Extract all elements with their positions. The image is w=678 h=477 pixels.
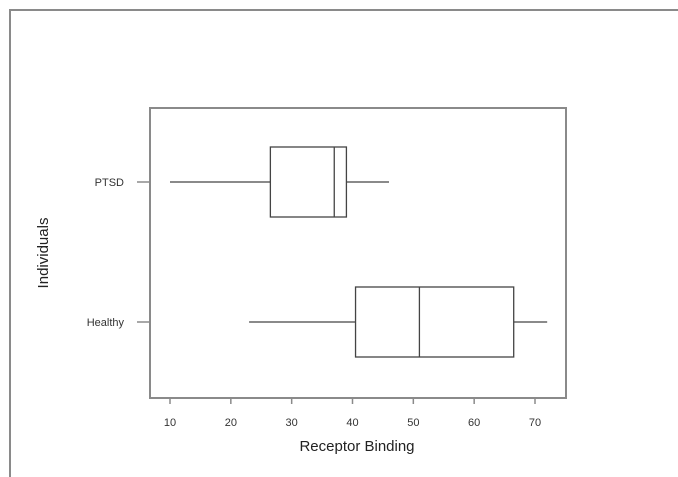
x-tick-label: 30: [286, 417, 298, 429]
x-tick-label: 10: [164, 417, 176, 429]
x-axis-title: Receptor Binding: [299, 438, 414, 455]
frame-top-border: [9, 9, 678, 11]
plot-panel-border: [149, 107, 567, 399]
x-tick-label: 60: [468, 417, 480, 429]
y-axis-title: Individuals: [35, 218, 52, 289]
x-tick-label: 20: [225, 417, 237, 429]
x-tick-label: 40: [346, 417, 358, 429]
boxes-layer: [170, 146, 548, 358]
y-axis: Healthy PTSD: [87, 177, 149, 329]
plot-panel: [149, 107, 567, 399]
x-axis: 10 20 30 40 50 60 70: [164, 398, 541, 429]
y-tick-label: Healthy: [87, 317, 125, 329]
y-tick-label: PTSD: [95, 177, 124, 189]
x-tick-label: 50: [407, 417, 419, 429]
box-iqr: [354, 286, 515, 358]
box-ptsd: [170, 146, 389, 218]
box-healthy: [249, 286, 548, 358]
frame-left-border: [9, 9, 11, 477]
x-tick-label: 70: [529, 417, 541, 429]
box-iqr: [269, 146, 348, 218]
